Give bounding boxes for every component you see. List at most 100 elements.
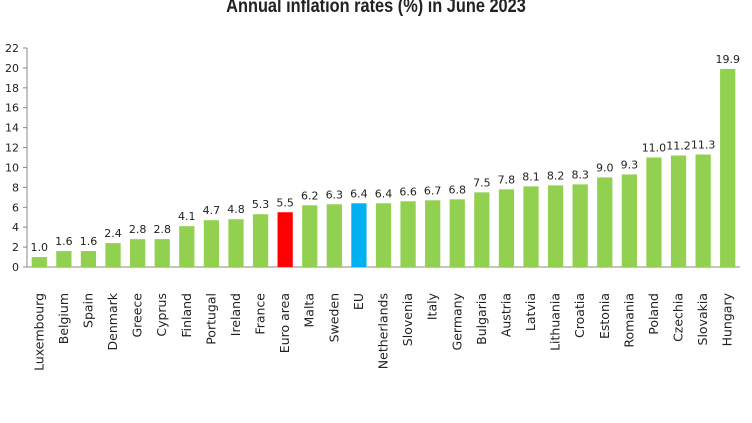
bar-bulgaria	[474, 192, 490, 267]
x-tick-label: Germany	[449, 292, 464, 350]
bar-poland	[646, 157, 662, 267]
bar-denmark	[105, 243, 121, 267]
x-axis-labels: Luxembourg Belgium Spain Denmark Greece Cypru…	[31, 292, 734, 371]
data-label: 9.0	[596, 161, 614, 174]
bar-finland	[179, 226, 195, 267]
y-tick-label: 16	[5, 102, 19, 115]
y-tick-label: 6	[12, 201, 19, 214]
data-label: 6.6	[399, 185, 417, 198]
x-tick-label: Malta	[302, 293, 317, 327]
data-label: 5.5	[276, 196, 294, 209]
data-label: 8.2	[547, 169, 565, 182]
bar-france	[252, 214, 269, 267]
x-tick-label: Finland	[179, 293, 194, 338]
data-label: 8.3	[571, 168, 589, 181]
data-label: 1.6	[80, 235, 98, 248]
chart-title: Annual inflation rates (%) in June 2023	[226, 0, 526, 17]
bar-malta	[302, 205, 318, 267]
bar-slovakia	[695, 154, 711, 267]
x-tick-label: Estonia	[597, 293, 612, 339]
bar-luxembourg	[31, 257, 47, 267]
y-tick-label: 10	[5, 161, 19, 174]
x-tick-label: Denmark	[105, 292, 120, 350]
y-tick-label: 8	[12, 181, 19, 194]
bar-austria	[498, 189, 515, 267]
bar-ireland	[228, 219, 244, 267]
bar-croatia	[572, 184, 588, 267]
data-label: 6.2	[301, 189, 319, 202]
x-tick-label: Romania	[621, 293, 636, 348]
data-label: 2.8	[153, 223, 171, 236]
bar-latvia	[523, 186, 539, 267]
x-tick-label: Poland	[646, 293, 661, 335]
x-tick-label: Ireland	[228, 293, 243, 336]
x-tick-label: Greece	[130, 293, 145, 338]
bar-romania	[621, 174, 637, 267]
x-tick-label: Euro area	[277, 293, 292, 353]
y-tick-label: 14	[5, 122, 19, 135]
bar-portugal	[203, 220, 220, 267]
y-tick-label: 18	[5, 82, 19, 95]
data-label: 1.0	[31, 241, 49, 254]
x-tick-label: Bulgaria	[474, 293, 489, 345]
bar-germany	[449, 199, 465, 267]
x-tick-label: Sweden	[326, 293, 341, 342]
x-tick-label: Portugal	[203, 293, 218, 345]
x-tick-label: EU	[351, 293, 366, 310]
data-label: 2.4	[104, 227, 122, 240]
data-label: 4.8	[227, 203, 245, 216]
x-tick-label: Spain	[80, 293, 95, 328]
x-tick-label: Hungary	[720, 292, 735, 346]
bar-hungary	[720, 68, 736, 268]
x-tick-label: France	[253, 293, 268, 335]
bar-estonia	[597, 177, 613, 267]
bar-czechia	[670, 155, 687, 267]
data-label: 11.3	[691, 139, 716, 152]
bar-slovenia	[400, 201, 416, 267]
x-tick-label: Latvia	[523, 293, 538, 331]
data-label: 2.8	[129, 223, 147, 236]
x-tick-label: Czechia	[671, 293, 686, 342]
y-tick-label: 2	[12, 241, 19, 254]
bar-lithuania	[547, 185, 564, 267]
bar-italy	[425, 200, 441, 267]
data-labels: 1.0 1.6 1.6 2.4 2.8 2.8 4.1 4.7 4.8 5.3 5.5 6.2 6.3 6…	[31, 53, 740, 254]
bar-sweden	[326, 204, 342, 267]
x-tick-label: Austria	[498, 293, 513, 337]
y-tick-label: 0	[12, 261, 19, 274]
y-tick-label: 22	[5, 42, 19, 55]
data-label: 5.3	[252, 198, 270, 211]
data-label: 8.1	[522, 170, 540, 183]
bar-belgium	[56, 251, 72, 267]
y-tick-label: 4	[12, 221, 19, 234]
data-label: 19.9	[715, 53, 740, 66]
bar-spain	[80, 251, 97, 267]
x-tick-label: Lithuania	[548, 293, 563, 351]
data-label: 1.6	[55, 235, 73, 248]
x-tick-label: Netherlands	[376, 293, 391, 369]
data-label: 6.4	[375, 187, 393, 200]
x-tick-label: Slovakia	[695, 293, 710, 345]
data-label: 6.4	[350, 187, 368, 200]
data-label: 7.5	[473, 176, 491, 189]
bar-eu	[351, 203, 367, 267]
data-label: 11.2	[666, 140, 691, 153]
data-label: 6.8	[449, 183, 467, 196]
y-axis-ticks: 0 2 4 6 8 10 12 14 16 18 20 22	[5, 42, 27, 274]
bar-netherlands	[375, 203, 392, 267]
x-tick-label: Slovenia	[400, 293, 415, 346]
data-label: 9.3	[621, 158, 639, 171]
x-tick-label: Cyprus	[154, 293, 169, 337]
bar-cyprus	[154, 239, 170, 267]
data-label: 6.7	[424, 184, 442, 197]
bar-greece	[130, 239, 146, 267]
data-label: 11.0	[642, 142, 667, 155]
bar-euro-area	[277, 212, 293, 267]
x-tick-label: Italy	[425, 292, 440, 320]
y-tick-label: 12	[5, 142, 19, 155]
data-label: 4.1	[178, 210, 196, 223]
y-tick-label: 20	[5, 62, 19, 75]
bars	[31, 68, 736, 268]
x-tick-label: Belgium	[56, 293, 71, 344]
